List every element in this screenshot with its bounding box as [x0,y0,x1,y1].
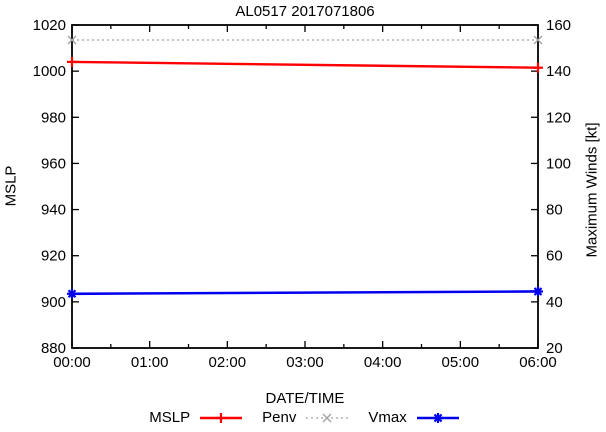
legend-item-mslp: MSLP [149,409,244,426]
chart-legend: MSLP Penv Vmax [72,409,538,426]
x-axis-label: DATE/TIME [265,390,345,407]
y-right-tick-label: 140 [546,63,571,80]
series-penv [67,35,543,45]
y-left-tick-label: 1000 [33,63,66,80]
y-right-tick-label: 160 [546,17,571,34]
series-vmax [67,286,543,299]
y-left-tick-label: 880 [41,340,66,357]
x-tick-label: 05:00 [442,354,480,371]
x-tick-label: 04:00 [364,354,402,371]
series-mslp [67,56,543,73]
legend-item-vmax: Vmax [368,409,460,426]
y-right-tick-label: 40 [546,294,563,311]
y-right-tick-label: 60 [546,248,563,265]
y-right-tick-label: 20 [546,340,563,357]
x-tick-label: 00:00 [53,354,91,371]
y-left-tick-label: 900 [41,294,66,311]
x-tick-label: 02:00 [209,354,247,371]
legend-label-vmax: Vmax [368,409,407,426]
x-tick-label: 06:00 [519,354,557,371]
legend-label-mslp: MSLP [149,409,191,426]
series-line-vmax [71,290,539,296]
chart-title: AL0517 2017071806 [235,3,375,20]
legend-item-penv: Penv [262,409,350,426]
legend-label-penv: Penv [262,409,297,426]
legend-sample-vmax [416,412,459,423]
y-left-tick-label: 960 [41,155,66,172]
plot-border [71,24,539,349]
x-tick-label: 01:00 [131,354,169,371]
y-left-tick-label: 940 [41,202,66,219]
y-right-tick-label: 80 [546,202,563,219]
legend-sample-mslp [200,412,243,423]
x-tick-label: 03:00 [286,354,324,371]
y-right-tick-label: 100 [546,155,571,172]
y-left-tick-label: 1020 [33,17,66,34]
series-line-mslp [71,60,539,69]
y-right-tick-label: 120 [546,109,571,126]
legend-sample-penv [306,413,349,422]
y-left-tick-label: 980 [41,109,66,126]
y-left-tick-label: 920 [41,248,66,265]
